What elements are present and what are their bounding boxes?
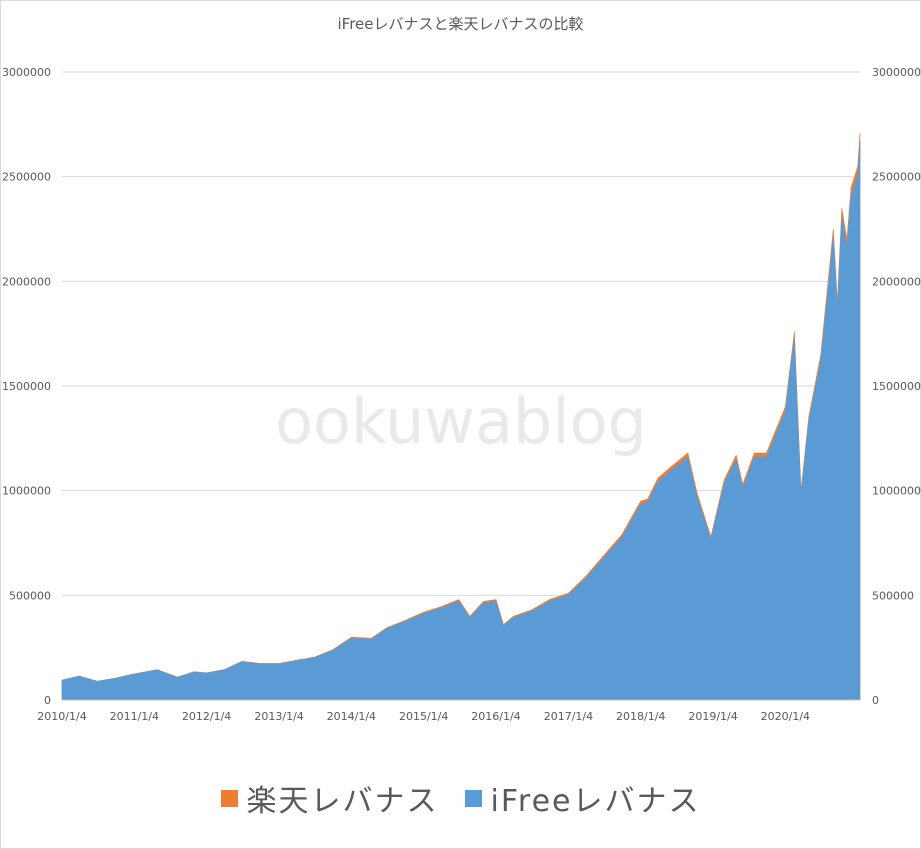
y-axis-left: 0 500000 1000000 1500000 2000000 2500000 30000…: [2, 66, 51, 707]
legend-item-rakuten[interactable]: 楽天レバナス: [220, 776, 439, 820]
y-tick-label-right: 2000000: [872, 275, 921, 288]
legend-swatch-ifree: [464, 789, 482, 807]
y-axis-right: 0 500000 1000000 1500000 2000000 2500000 30000…: [872, 66, 921, 707]
x-tick-label: 2017/1/4: [544, 710, 593, 723]
x-tick-label: 2016/1/4: [471, 710, 520, 723]
x-tick-label: 2019/1/4: [688, 710, 737, 723]
watermark-text: ookuwablog: [275, 385, 647, 458]
x-tick-label: 2014/1/4: [327, 710, 376, 723]
x-tick-label: 2018/1/4: [616, 710, 665, 723]
area-ifree: [61, 141, 861, 701]
x-tick-label: 2012/1/4: [182, 710, 231, 723]
y-tick-label-right: 1000000: [872, 485, 921, 498]
y-tick-label-right: 3000000: [872, 66, 921, 79]
x-tick-label: 2010/1/4: [37, 710, 86, 723]
x-tick-label: 2011/1/4: [110, 710, 159, 723]
legend-swatch-rakuten: [220, 789, 238, 807]
y-tick-label-left: 3000000: [2, 66, 51, 79]
y-tick-label-left: 1000000: [2, 485, 51, 498]
legend-item-ifree[interactable]: iFreeレバナス: [464, 776, 701, 820]
area-series: [61, 132, 861, 701]
chart-title: iFreeレバナスと楽天レバナスの比較: [337, 15, 584, 33]
y-tick-label-right: 500000: [872, 589, 914, 602]
y-tick-label-left: 2000000: [2, 275, 51, 288]
legend-label-ifree: iFreeレバナス: [490, 784, 701, 819]
y-tick-label-right: 1500000: [872, 380, 921, 393]
y-tick-label-right: 0: [872, 694, 879, 707]
x-tick-label: 2015/1/4: [399, 710, 448, 723]
x-tick-label: 2013/1/4: [254, 710, 303, 723]
x-axis: 2010/1/4 2011/1/4 2012/1/4 2013/1/4 2014/1/4…: [37, 710, 810, 723]
legend-label-rakuten: 楽天レバナス: [246, 784, 439, 819]
y-tick-label-left: 500000: [9, 589, 51, 602]
y-tick-label-left: 1500000: [2, 380, 51, 393]
legend: 楽天レバナス iFreeレバナス: [0, 776, 921, 820]
gridlines: [62, 71, 860, 596]
y-tick-label-left: 0: [44, 694, 51, 707]
y-tick-label-left: 2500000: [2, 171, 51, 184]
x-tick-label: 2020/1/4: [761, 710, 810, 723]
y-tick-label-right: 2500000: [872, 171, 921, 184]
